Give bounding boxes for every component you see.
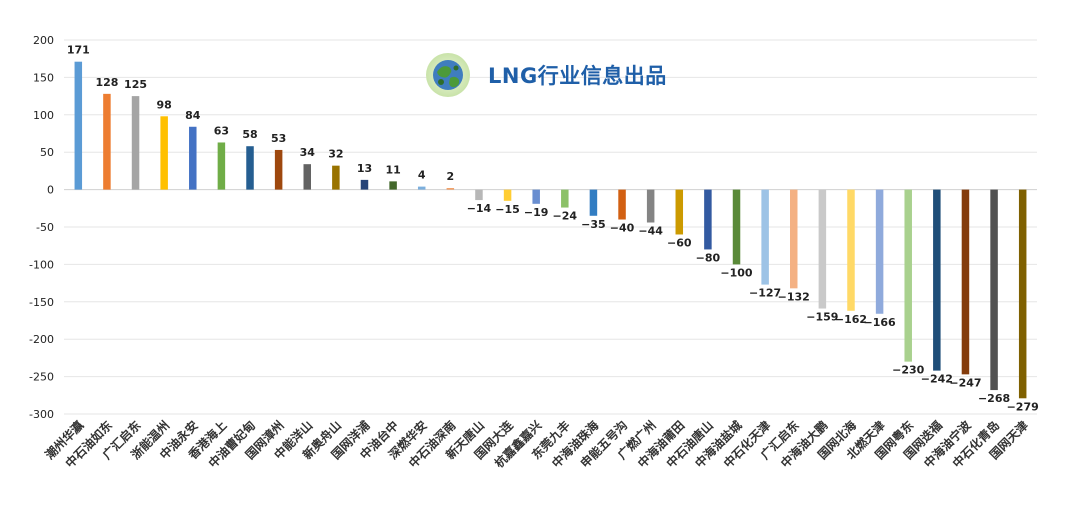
bar bbox=[561, 189, 569, 208]
gridlines bbox=[64, 39, 1037, 415]
data-label: −19 bbox=[524, 206, 549, 219]
y-tick-label: 100 bbox=[33, 109, 54, 122]
data-label: −15 bbox=[495, 203, 520, 216]
data-label: 2 bbox=[447, 170, 455, 183]
bar bbox=[303, 164, 311, 190]
bars bbox=[74, 61, 1027, 399]
bar bbox=[389, 181, 397, 190]
bar bbox=[933, 189, 941, 371]
data-label: −279 bbox=[1007, 400, 1039, 413]
data-label: −247 bbox=[949, 376, 981, 389]
bar bbox=[160, 116, 168, 190]
data-label: 125 bbox=[124, 78, 147, 91]
data-label: −35 bbox=[581, 218, 606, 231]
bar bbox=[646, 189, 655, 223]
data-label: −242 bbox=[921, 373, 953, 386]
data-label: −80 bbox=[696, 251, 721, 264]
bar bbox=[761, 189, 769, 285]
bar bbox=[618, 189, 626, 220]
bar bbox=[74, 61, 83, 190]
bar bbox=[131, 96, 140, 190]
bar bbox=[961, 189, 970, 375]
data-label: −14 bbox=[467, 202, 492, 215]
bar bbox=[790, 189, 798, 289]
bar bbox=[503, 189, 512, 201]
y-tick-label: 50 bbox=[40, 146, 54, 159]
data-label: 171 bbox=[67, 44, 90, 57]
bar bbox=[675, 189, 684, 235]
data-label: −230 bbox=[892, 364, 925, 377]
watermark-text: LNG行业信息出品 bbox=[488, 64, 667, 88]
data-label: −100 bbox=[720, 266, 753, 279]
data-label: −24 bbox=[553, 210, 578, 223]
category-labels: 潮州华瀛中石油如东广汇启东浙能温州中油永安香港海上中油曹妃甸国网漳州中能洋山新奥… bbox=[42, 417, 1031, 471]
data-label: 34 bbox=[300, 146, 316, 159]
data-label: −60 bbox=[667, 236, 692, 249]
data-label: 13 bbox=[357, 162, 372, 175]
y-tick-label: 0 bbox=[47, 184, 54, 197]
y-tick-label: -300 bbox=[29, 408, 54, 421]
data-label: −44 bbox=[638, 225, 663, 238]
data-label: −166 bbox=[864, 316, 897, 329]
bar bbox=[332, 165, 340, 190]
bar bbox=[532, 189, 540, 204]
data-label: 98 bbox=[157, 98, 172, 111]
y-tick-label: -50 bbox=[36, 221, 54, 234]
globe-logo-icon bbox=[426, 53, 470, 97]
data-label: −162 bbox=[835, 313, 867, 326]
y-tick-label: -150 bbox=[29, 296, 54, 309]
data-labels: 171 128 125 98 84 63 58 53 34 32 13 11 4 2 −14 −15 −19 −2… bbox=[67, 44, 1039, 414]
bar bbox=[732, 189, 741, 265]
data-label: 11 bbox=[385, 163, 400, 176]
data-label: 63 bbox=[214, 124, 229, 137]
y-tick-label: -100 bbox=[29, 258, 54, 271]
data-label: −132 bbox=[778, 290, 810, 303]
bar bbox=[360, 179, 369, 190]
bar bbox=[189, 126, 197, 190]
bar bbox=[417, 186, 426, 190]
data-label: −127 bbox=[749, 287, 781, 300]
bar bbox=[847, 189, 855, 311]
data-label: −40 bbox=[610, 222, 635, 235]
bar bbox=[818, 189, 827, 309]
bar bbox=[1018, 189, 1027, 399]
y-tick-label: -250 bbox=[29, 371, 54, 384]
data-label: −159 bbox=[806, 311, 838, 324]
data-label: −268 bbox=[978, 392, 1010, 405]
y-axis-ticks: 200 150 100 50 0 -50 -100 -150 -200 -250 -300 bbox=[29, 34, 54, 421]
bar bbox=[103, 93, 111, 190]
bar bbox=[274, 149, 283, 190]
data-label: 4 bbox=[418, 169, 426, 182]
bar bbox=[475, 189, 483, 201]
bar bbox=[589, 189, 598, 216]
y-tick-label: 200 bbox=[33, 34, 54, 47]
data-label: 32 bbox=[328, 148, 343, 161]
bar bbox=[246, 146, 254, 190]
y-tick-label: 150 bbox=[33, 71, 54, 84]
bar bbox=[446, 188, 455, 190]
bar bbox=[875, 189, 884, 314]
data-label: 84 bbox=[185, 109, 201, 122]
bar bbox=[217, 142, 226, 190]
data-label: 128 bbox=[95, 76, 118, 89]
bar bbox=[704, 189, 712, 250]
data-label: 58 bbox=[242, 128, 257, 141]
bar bbox=[990, 189, 998, 391]
y-tick-label: -200 bbox=[29, 333, 54, 346]
data-label: 53 bbox=[271, 132, 286, 145]
bar bbox=[904, 189, 912, 362]
